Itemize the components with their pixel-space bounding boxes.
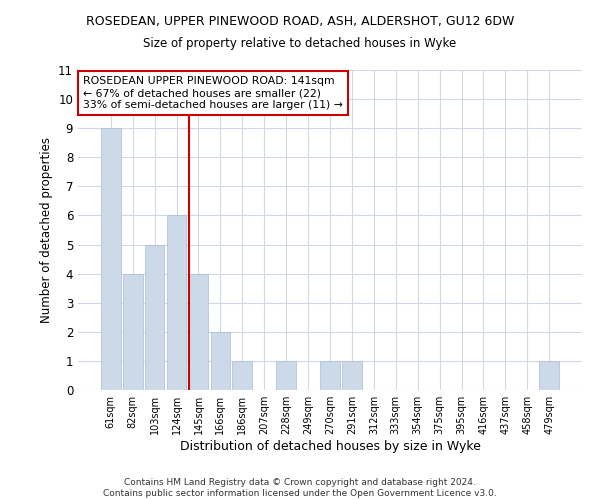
Bar [123,274,143,390]
Bar [342,361,362,390]
Text: ROSEDEAN, UPPER PINEWOOD ROAD, ASH, ALDERSHOT, GU12 6DW: ROSEDEAN, UPPER PINEWOOD ROAD, ASH, ALDE… [86,15,514,28]
Bar [232,361,252,390]
Y-axis label: Number of detached properties: Number of detached properties [40,137,53,323]
Bar [188,274,208,390]
Bar [145,244,164,390]
Text: Contains HM Land Registry data © Crown copyright and database right 2024.
Contai: Contains HM Land Registry data © Crown c… [103,478,497,498]
Bar [101,128,121,390]
Bar [320,361,340,390]
Text: ROSEDEAN UPPER PINEWOOD ROAD: 141sqm
← 67% of detached houses are smaller (22)
3: ROSEDEAN UPPER PINEWOOD ROAD: 141sqm ← 6… [83,76,343,110]
Bar [211,332,230,390]
Text: Size of property relative to detached houses in Wyke: Size of property relative to detached ho… [143,38,457,51]
Bar [539,361,559,390]
X-axis label: Distribution of detached houses by size in Wyke: Distribution of detached houses by size … [179,440,481,453]
Bar [167,216,187,390]
Bar [276,361,296,390]
